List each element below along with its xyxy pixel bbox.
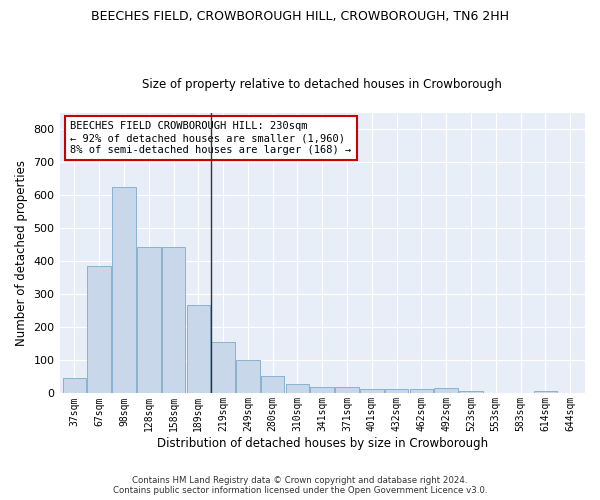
Bar (162, 248, 185, 394)
Title: Size of property relative to detached houses in Crowborough: Size of property relative to detached ho… (142, 78, 502, 91)
Bar (434, 388, 458, 394)
Bar (335, 388, 359, 394)
Bar (310, 388, 334, 394)
Bar (286, 384, 309, 394)
Y-axis label: Number of detached properties: Number of detached properties (15, 160, 28, 346)
Bar (88, 266, 111, 394)
Bar (236, 360, 260, 394)
Bar (187, 305, 210, 394)
Bar (385, 390, 409, 394)
Bar (261, 376, 284, 394)
X-axis label: Distribution of detached houses by size in Crowborough: Distribution of detached houses by size … (157, 437, 488, 450)
Bar (533, 391, 557, 394)
Text: Contains HM Land Registry data © Crown copyright and database right 2024.
Contai: Contains HM Land Registry data © Crown c… (113, 476, 487, 495)
Bar (360, 390, 383, 394)
Bar (62, 378, 86, 394)
Bar (459, 391, 483, 394)
Bar (112, 187, 136, 394)
Text: BEECHES FIELD CROWBOROUGH HILL: 230sqm
← 92% of detached houses are smaller (1,9: BEECHES FIELD CROWBOROUGH HILL: 230sqm ←… (70, 122, 352, 154)
Bar (211, 342, 235, 394)
Bar (137, 248, 161, 394)
Text: BEECHES FIELD, CROWBOROUGH HILL, CROWBOROUGH, TN6 2HH: BEECHES FIELD, CROWBOROUGH HILL, CROWBOR… (91, 10, 509, 23)
Bar (410, 390, 433, 394)
